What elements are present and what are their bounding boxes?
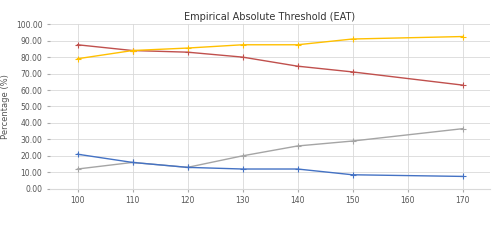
Landslides, TRUE Detection — [240, 56, 246, 59]
No Landslides, TRUE Detection — [460, 35, 466, 38]
Landslides, FALSE Detection — [240, 154, 246, 157]
No Landslides, FALSE Detection — [294, 167, 300, 170]
No Landslides, TRUE Detection — [350, 38, 356, 40]
No Landslides, TRUE Detection — [74, 57, 80, 60]
No Landslides, TRUE Detection — [184, 47, 190, 50]
Landslides, TRUE Detection — [350, 70, 356, 73]
Y-axis label: Percentage (%): Percentage (%) — [1, 74, 10, 139]
No Landslides, TRUE Detection — [294, 43, 300, 46]
No Landslides, FALSE Detection — [350, 173, 356, 176]
Landslides, TRUE Detection — [294, 65, 300, 68]
No Landslides, TRUE Detection — [130, 49, 136, 52]
Landslides, FALSE Detection — [184, 166, 190, 169]
No Landslides, FALSE Detection — [460, 175, 466, 178]
Landslides, TRUE Detection — [184, 51, 190, 54]
Line: Landslides, FALSE Detection: Landslides, FALSE Detection — [75, 126, 465, 172]
Landslides, FALSE Detection — [460, 127, 466, 130]
Line: No Landslides, TRUE Detection: No Landslides, TRUE Detection — [75, 34, 465, 61]
Landslides, TRUE Detection — [130, 49, 136, 52]
Line: No Landslides, FALSE Detection: No Landslides, FALSE Detection — [75, 151, 465, 179]
Landslides, FALSE Detection — [294, 144, 300, 147]
No Landslides, TRUE Detection — [240, 43, 246, 46]
Title: Empirical Absolute Threshold (EAT): Empirical Absolute Threshold (EAT) — [184, 12, 356, 22]
Landslides, FALSE Detection — [74, 167, 80, 170]
No Landslides, FALSE Detection — [130, 161, 136, 164]
No Landslides, FALSE Detection — [240, 167, 246, 170]
Landslides, TRUE Detection — [74, 43, 80, 46]
Line: Landslides, TRUE Detection: Landslides, TRUE Detection — [75, 42, 465, 88]
Landslides, TRUE Detection — [460, 84, 466, 87]
No Landslides, FALSE Detection — [184, 166, 190, 169]
Landslides, FALSE Detection — [350, 140, 356, 143]
Landslides, FALSE Detection — [130, 161, 136, 164]
No Landslides, FALSE Detection — [74, 153, 80, 156]
